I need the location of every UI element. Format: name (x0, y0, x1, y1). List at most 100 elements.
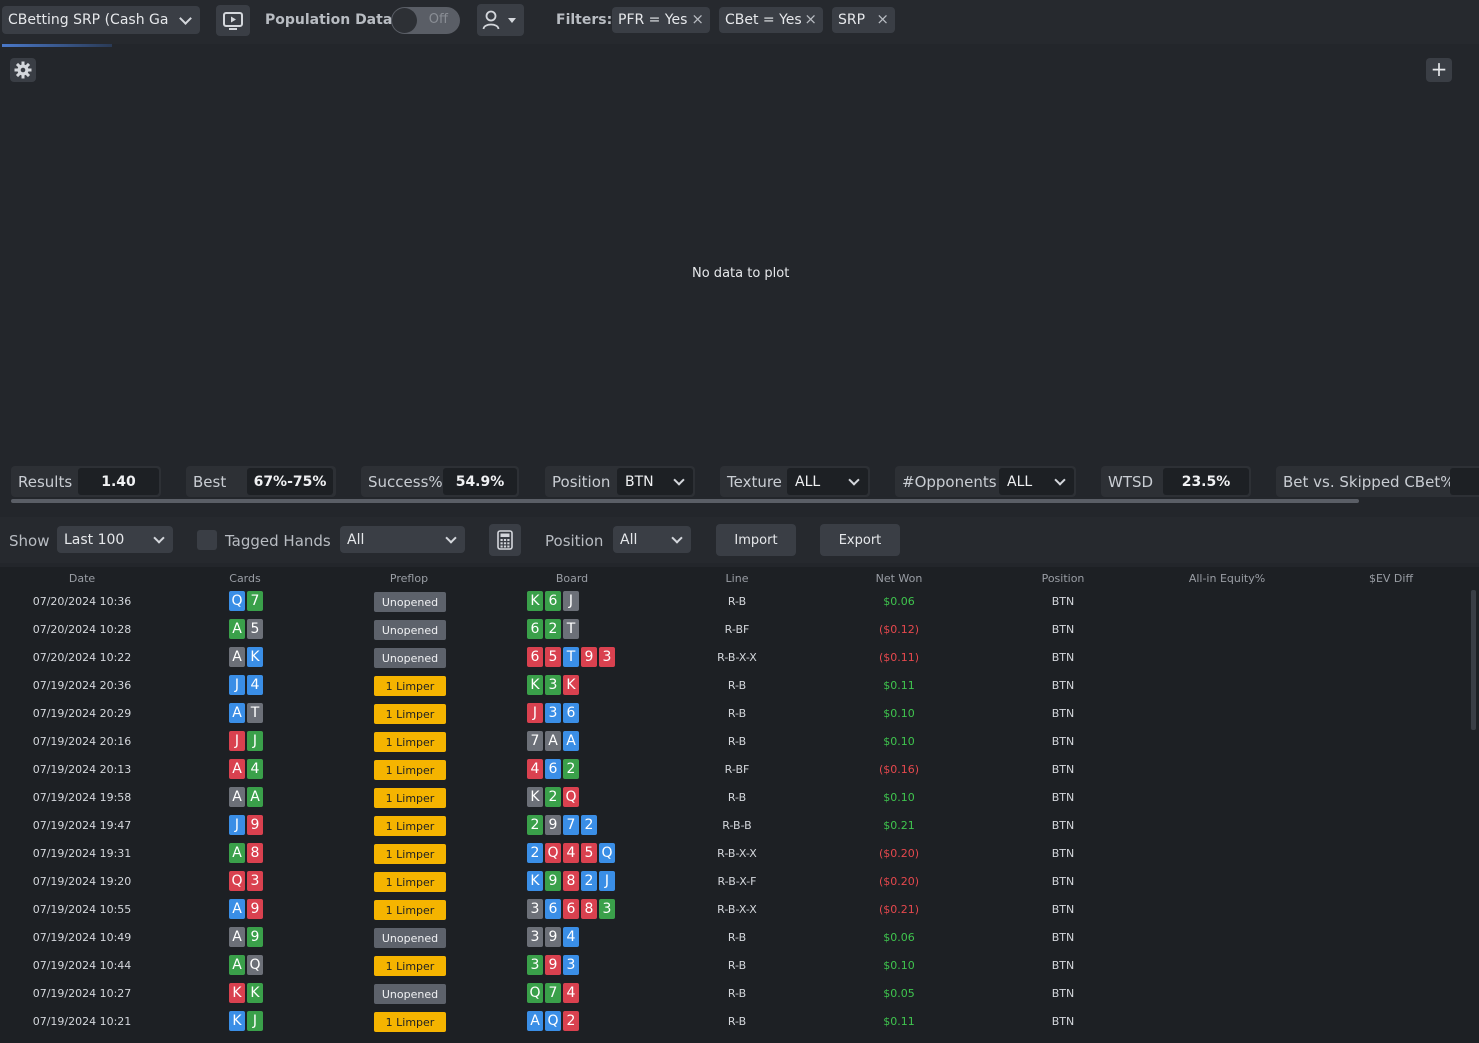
table-row[interactable]: 07/20/2024 10:36 Q 7 Unopened K 6 J R-B $0.06 BTN (0, 588, 1470, 616)
stat-texture[interactable]: Texture ALL (720, 466, 870, 497)
playing-card: K (247, 647, 263, 667)
playing-card: 6 (545, 899, 561, 919)
chevron-down-icon (153, 532, 165, 544)
texture-dropdown[interactable]: ALL (787, 468, 868, 495)
table-row[interactable]: 07/19/2024 20:36 J 4 1 Limper K 3 K R-B $0.11 BTN (0, 672, 1470, 700)
stat-value: 54.9% (443, 468, 517, 495)
position-filter-dropdown[interactable]: All (613, 526, 691, 553)
position-dropdown[interactable]: BTN (617, 468, 693, 495)
playing-card: 3 (545, 703, 561, 723)
column-header[interactable]: Position (1041, 572, 1085, 585)
table-row[interactable]: 07/19/2024 20:13 A 4 1 Limper 4 6 2 R-BF ($0.16)… (0, 756, 1470, 784)
column-header[interactable]: All-in Equity% (1188, 572, 1266, 585)
table-row[interactable]: 07/19/2024 19:20 Q 3 1 Limper K 9 8 2 J R-B-X-F ($… (0, 868, 1470, 896)
table-row[interactable]: 07/20/2024 10:22 A K Unopened 6 5 T 9 3 R-B-X-X ($… (0, 644, 1470, 672)
playing-card: K (527, 871, 543, 891)
import-button[interactable]: Import (716, 524, 796, 556)
close-icon[interactable]: × (804, 10, 817, 28)
stats-scrollbar[interactable] (11, 499, 1359, 503)
playing-card: 4 (563, 843, 579, 863)
table-row[interactable]: 07/19/2024 10:55 A 9 1 Limper 3 6 6 8 3 R-B-X-X ($… (0, 896, 1470, 924)
export-button[interactable]: Export (820, 524, 900, 556)
calculator-button[interactable] (489, 524, 521, 556)
table-row[interactable]: 07/19/2024 10:44 A Q 1 Limper 3 9 3 R-B $0.10 BTN (0, 952, 1470, 980)
calculator-icon (497, 530, 513, 550)
playing-card: 3 (527, 955, 543, 975)
stat-opponents[interactable]: #Opponents ALL (895, 466, 1076, 497)
playing-card: 7 (527, 731, 543, 751)
playing-card: 4 (247, 675, 263, 695)
add-chart-button[interactable]: + (1426, 58, 1452, 82)
date-cell: 07/19/2024 20:16 (32, 735, 132, 748)
show-dropdown[interactable]: Last 100 (57, 526, 173, 553)
position-cell: BTN (1051, 791, 1075, 804)
table-row[interactable]: 07/19/2024 19:31 A 8 1 Limper 2 Q 4 5 Q R-B-X-X ($… (0, 840, 1470, 868)
position-cell: BTN (1051, 1015, 1075, 1028)
column-header[interactable]: Date (68, 572, 96, 585)
playing-card: 2 (563, 759, 579, 779)
playing-card: 3 (527, 899, 543, 919)
table-row[interactable]: 07/19/2024 10:27 K K Unopened Q 7 4 R-B $0.05 BTN (0, 980, 1470, 1008)
table-row[interactable]: 07/19/2024 20:29 A T 1 Limper J 3 6 R-B $0.10 BTN (0, 700, 1470, 728)
table-row[interactable]: 07/19/2024 10:21 K J 1 Limper A Q 2 R-B $0.11 BTN (0, 1008, 1470, 1036)
settings-button[interactable] (10, 58, 36, 82)
stat-position[interactable]: Position BTN (545, 466, 695, 497)
playing-card: Q (229, 871, 245, 891)
tagged-hands-label: Tagged Hands (225, 532, 331, 550)
playing-card: 2 (545, 787, 561, 807)
net-won-cell: $0.10 (883, 707, 915, 720)
close-icon[interactable]: × (876, 10, 889, 28)
line-cell: R-B-X-F (717, 875, 757, 888)
dropdown-value: BTN (625, 473, 654, 490)
stat-bet-vs-skipped: Bet vs. Skipped CBet% (1276, 466, 1479, 497)
column-header[interactable]: Line (725, 572, 749, 585)
presentation-button[interactable] (216, 5, 250, 36)
line-cell: R-B-B (722, 819, 752, 832)
table-scrollbar[interactable] (1471, 590, 1476, 730)
player-select-button[interactable] (477, 4, 524, 36)
line-cell: R-B (727, 931, 747, 944)
column-header[interactable]: Cards (229, 572, 261, 585)
date-cell: 07/20/2024 10:36 (32, 595, 132, 608)
close-icon[interactable]: × (691, 10, 704, 28)
playing-card: Q (563, 787, 579, 807)
playing-card: A (229, 927, 245, 947)
playing-card: J (247, 731, 263, 751)
preflop-badge: Unopened (374, 928, 446, 948)
report-select-value: CBetting SRP (Cash Game) (8, 12, 168, 28)
column-header[interactable]: Preflop (389, 572, 429, 585)
filter-chip-srp[interactable]: SRP × (832, 7, 895, 33)
line-cell: R-B (727, 595, 747, 608)
chevron-down-icon (673, 474, 685, 486)
stat-label: Results (18, 472, 73, 491)
table-row[interactable]: 07/19/2024 20:16 J J 1 Limper 7 A A R-B $0.10 BTN (0, 728, 1470, 756)
column-header[interactable]: Net Won (875, 572, 923, 585)
stat-value: 67%-75% (247, 468, 333, 495)
opponents-dropdown[interactable]: ALL (999, 468, 1074, 495)
table-row[interactable]: 07/19/2024 10:49 A 9 Unopened 3 9 4 R-B $0.06 BTN (0, 924, 1470, 952)
tagged-hands-checkbox[interactable] (197, 530, 217, 550)
position-cell: BTN (1051, 651, 1075, 664)
population-toggle[interactable]: Off (391, 7, 460, 34)
table-row[interactable]: 07/20/2024 10:28 A 5 Unopened 6 2 T R-BF ($0.12)… (0, 616, 1470, 644)
table-row[interactable]: 07/19/2024 19:58 A A 1 Limper K 2 Q R-B $0.10 BTN (0, 784, 1470, 812)
column-header[interactable]: $EV Diff (1368, 572, 1414, 585)
tagged-hands-dropdown[interactable]: All (340, 526, 465, 553)
playing-card: 7 (563, 815, 579, 835)
column-header[interactable]: Board (555, 572, 589, 585)
playing-card: K (563, 675, 579, 695)
playing-card: 2 (527, 843, 543, 863)
position-cell: BTN (1051, 763, 1075, 776)
stat-results: Results 1.40 (11, 466, 161, 497)
plus-icon: + (1430, 57, 1448, 81)
table-row[interactable]: 07/19/2024 19:47 J 9 1 Limper 2 9 7 2 R-B-B $0.21… (0, 812, 1470, 840)
filter-chip-cbet[interactable]: CBet = Yes × (719, 7, 823, 33)
report-select[interactable]: CBetting SRP (Cash Game) (2, 6, 200, 34)
filter-chip-pfr[interactable]: PFR = Yes × (612, 7, 710, 33)
preflop-badge: Unopened (374, 592, 446, 612)
